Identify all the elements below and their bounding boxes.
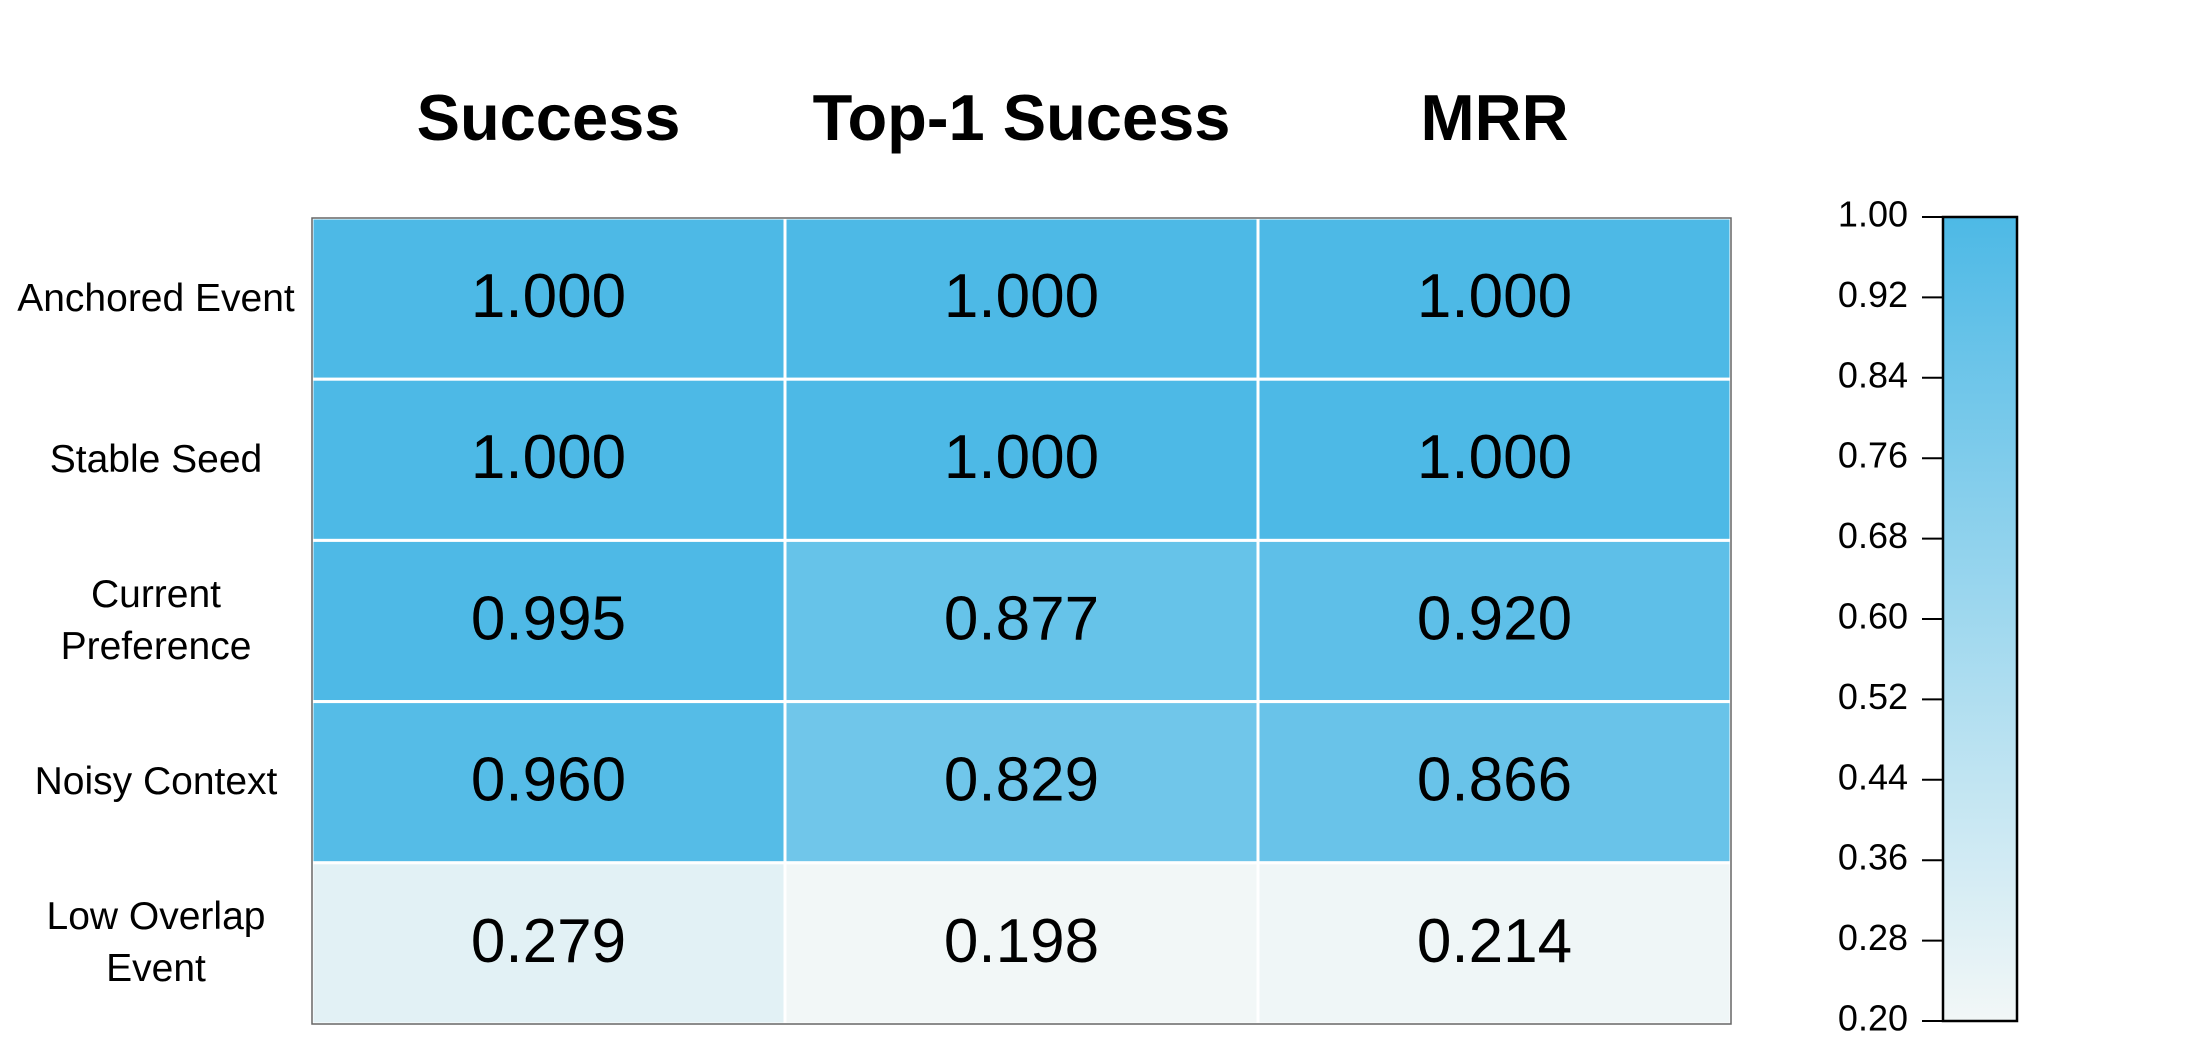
column-header: Top-1 Sucess [813, 81, 1231, 154]
cell-value-label: 1.000 [944, 262, 1099, 331]
row-label: Low Overlap Event [46, 895, 266, 991]
heatmap-cell [783, 377, 1260, 542]
cell-value-label: 0.279 [471, 907, 626, 976]
colorbar-tick-label: 0.60 [1838, 596, 1908, 637]
colorbar [1941, 215, 2019, 1023]
colorbar-tick-label: 0.68 [1838, 515, 1908, 556]
cell-value-label: 1.000 [1417, 423, 1572, 492]
heatmap-cell [1256, 700, 1733, 865]
heatmap-cell [310, 377, 787, 542]
heatmap-cell [783, 861, 1260, 1026]
cell-value-label: 0.960 [471, 746, 626, 815]
colorbar-tick-label: 0.28 [1838, 917, 1908, 958]
colorbar-tick-label: 0.44 [1838, 756, 1908, 797]
cell-value-label: 0.198 [944, 907, 1099, 976]
heatmap-border [311, 217, 1732, 1025]
cell-value-label: 1.000 [944, 423, 1099, 492]
colorbar-tick-label: 0.52 [1838, 676, 1908, 717]
cell-value-label: 1.000 [471, 423, 626, 492]
cell-value-label: 1.000 [1417, 262, 1572, 331]
row-label: Stable Seed [49, 437, 263, 481]
colorbar-tick-label: 0.20 [1838, 998, 1908, 1039]
cell-value-label: 0.866 [1417, 746, 1572, 815]
colorbar-tick-label: 1.00 [1838, 194, 1908, 235]
cell-value-label: 0.214 [1417, 907, 1572, 976]
row-label: Current Preference [60, 572, 252, 668]
heatmap-cell [1256, 377, 1733, 542]
cell-value-label: 0.995 [471, 584, 626, 653]
heatmap-cell [310, 861, 787, 1026]
cell-value-label: 0.877 [944, 584, 1099, 653]
heatmap-cell [310, 216, 787, 381]
colorbar-tick-label: 0.36 [1838, 837, 1908, 878]
cell-value-label: 1.000 [471, 262, 626, 331]
row-label: Anchored Event [17, 276, 295, 320]
heatmap-cell [783, 538, 1260, 704]
row-label: Noisy Context [34, 760, 278, 804]
cell-value-label: 0.920 [1417, 584, 1572, 653]
heatmap-cell [783, 216, 1260, 381]
colorbar-tick-label: 0.76 [1838, 435, 1908, 476]
column-header: Success [417, 81, 681, 154]
cell-value-label: 0.829 [944, 746, 1099, 815]
column-header: MRR [1420, 81, 1568, 154]
colorbar-tick-label: 0.92 [1838, 274, 1908, 315]
colorbar-tick-label: 0.84 [1838, 354, 1908, 395]
heatmap-cell [310, 700, 787, 865]
